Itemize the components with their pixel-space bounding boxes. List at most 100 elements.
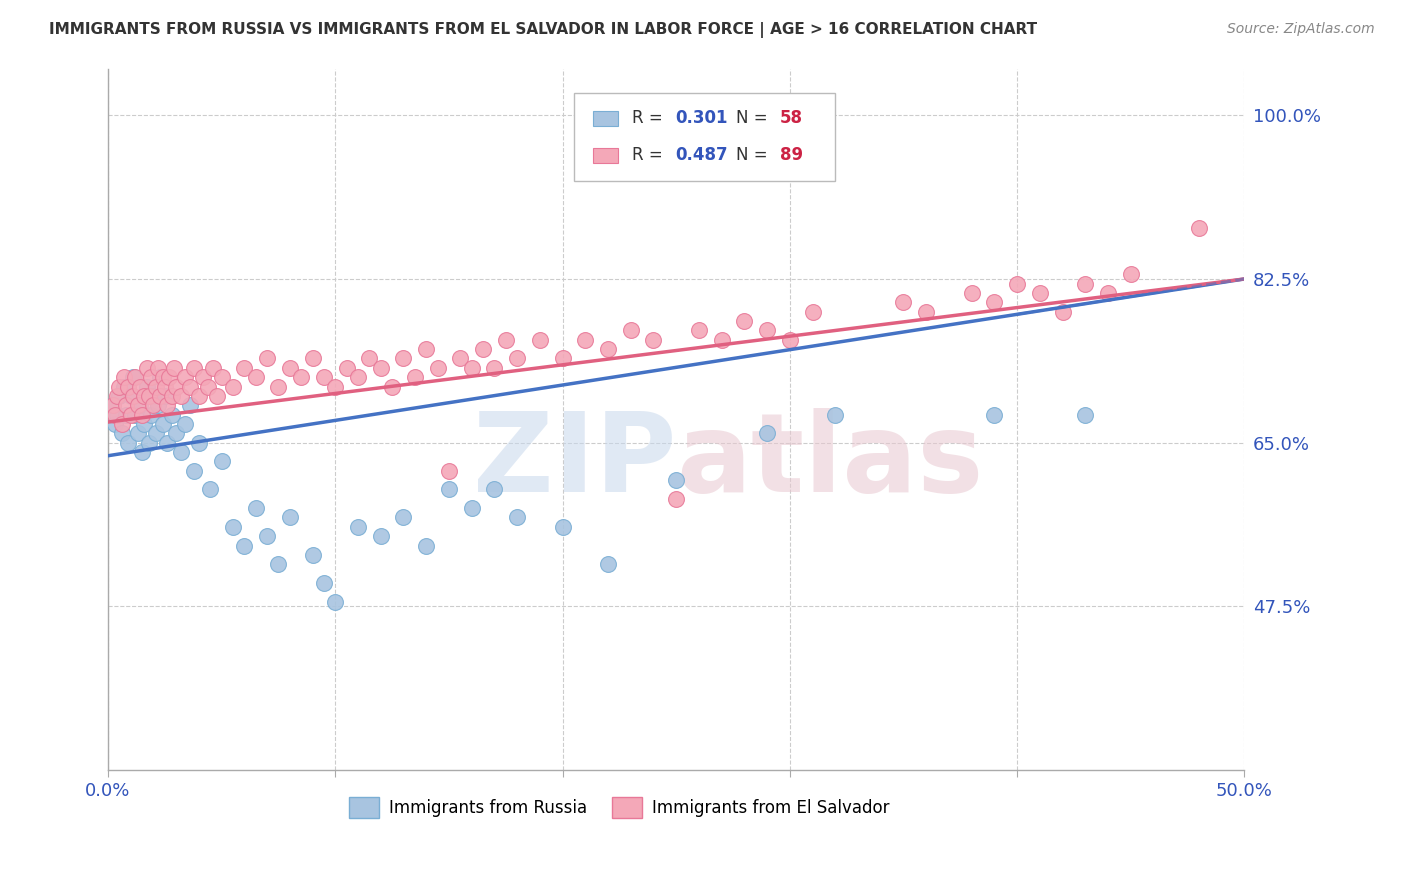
Point <box>187 435 209 450</box>
Point <box>449 351 471 366</box>
Point <box>135 379 157 393</box>
Point <box>801 304 824 318</box>
Point <box>370 529 392 543</box>
Point <box>145 379 167 393</box>
Point <box>160 389 183 403</box>
Point <box>200 483 222 497</box>
Point <box>529 333 551 347</box>
Point <box>156 398 179 412</box>
Point <box>142 389 165 403</box>
Point <box>197 379 219 393</box>
Text: 0.301: 0.301 <box>675 110 727 128</box>
Point <box>104 408 127 422</box>
Point <box>101 398 124 412</box>
Point <box>120 389 142 403</box>
Point <box>323 594 346 608</box>
Point <box>256 351 278 366</box>
Point <box>170 445 193 459</box>
Point <box>141 370 163 384</box>
Point <box>574 333 596 347</box>
Point <box>104 417 127 431</box>
Point <box>134 389 156 403</box>
Point <box>347 370 370 384</box>
Point <box>1074 277 1097 291</box>
Point <box>174 370 197 384</box>
Point <box>131 408 153 422</box>
Point <box>146 398 169 412</box>
Text: 58: 58 <box>779 110 803 128</box>
Point <box>233 539 256 553</box>
Point <box>426 360 449 375</box>
Point <box>183 360 205 375</box>
Point <box>111 426 134 441</box>
Point <box>187 389 209 403</box>
Point <box>960 285 983 300</box>
FancyBboxPatch shape <box>593 111 619 126</box>
Point <box>179 379 201 393</box>
Point <box>267 558 290 572</box>
Point <box>138 389 160 403</box>
Point <box>506 510 529 524</box>
Point <box>460 501 482 516</box>
Point <box>256 529 278 543</box>
Point <box>222 520 245 534</box>
Point <box>1052 304 1074 318</box>
Point <box>983 295 1005 310</box>
Point <box>111 417 134 431</box>
Point <box>381 379 404 393</box>
Point <box>472 342 495 356</box>
Point <box>117 379 139 393</box>
Point <box>392 351 415 366</box>
Point <box>122 370 145 384</box>
Point <box>128 379 150 393</box>
Point <box>267 379 290 393</box>
FancyBboxPatch shape <box>593 148 619 163</box>
FancyBboxPatch shape <box>574 93 835 181</box>
Point <box>551 520 574 534</box>
Point <box>1005 277 1028 291</box>
Text: atlas: atlas <box>676 408 984 515</box>
Point <box>495 333 517 347</box>
Text: N =: N = <box>737 110 773 128</box>
Point <box>1188 220 1211 235</box>
Point <box>160 408 183 422</box>
Point <box>1097 285 1119 300</box>
Point <box>122 389 145 403</box>
Point <box>108 389 131 403</box>
Point <box>149 389 172 403</box>
Point <box>174 417 197 431</box>
Point <box>915 304 938 318</box>
Point <box>437 483 460 497</box>
Point <box>824 408 846 422</box>
Point <box>124 370 146 384</box>
Point <box>596 558 619 572</box>
Text: 0.487: 0.487 <box>675 146 728 164</box>
Point <box>108 379 131 393</box>
Point <box>131 445 153 459</box>
Point <box>312 576 335 591</box>
Point <box>222 379 245 393</box>
Point <box>163 360 186 375</box>
Point <box>688 323 710 337</box>
Point <box>620 323 643 337</box>
Point <box>146 360 169 375</box>
Point <box>437 464 460 478</box>
Point <box>127 398 149 412</box>
Point <box>205 389 228 403</box>
Point <box>153 389 176 403</box>
Point <box>665 491 688 506</box>
Point <box>165 379 187 393</box>
Point <box>153 379 176 393</box>
Point <box>142 398 165 412</box>
Point <box>484 360 506 375</box>
Point <box>596 342 619 356</box>
Point <box>312 370 335 384</box>
Point <box>105 408 128 422</box>
Point <box>245 501 267 516</box>
Point <box>710 333 733 347</box>
Point <box>301 548 323 562</box>
Text: N =: N = <box>737 146 773 164</box>
Point <box>460 360 482 375</box>
Point <box>665 473 688 487</box>
Point <box>165 426 187 441</box>
